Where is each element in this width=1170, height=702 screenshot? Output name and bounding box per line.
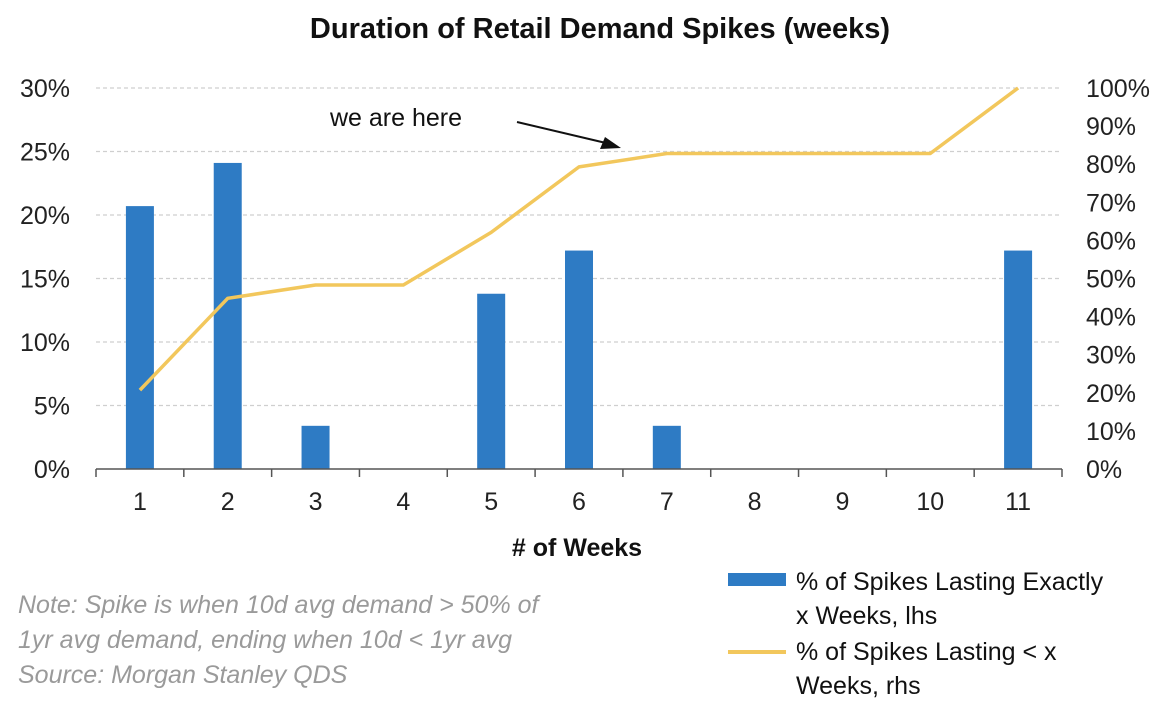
x-tick-label: 5: [484, 488, 498, 516]
x-tick-label: 11: [1005, 488, 1031, 516]
right-axis-ticks: 0% 10% 20% 30% 40% 50% 60% 70% 80% 90% 100%: [1086, 75, 1150, 484]
bar-week-7: [652, 425, 681, 469]
bar-week-3: [301, 425, 330, 469]
right-tick-label: 10%: [1086, 418, 1136, 446]
right-tick-label: 20%: [1086, 380, 1136, 408]
right-tick-label: 50%: [1086, 266, 1136, 294]
left-tick-label: 0%: [34, 456, 70, 484]
legend-line-label-line1: % of Spikes Lasting < x: [796, 638, 1057, 666]
left-axis-ticks: 0% 5% 10% 15% 20% 25% 30%: [20, 75, 70, 484]
x-tick-label: 2: [221, 488, 235, 516]
line-series: [138, 86, 1020, 392]
bar-week-1: [125, 206, 154, 470]
bar-series: [125, 162, 1033, 470]
note-line-2: 1yr avg demand, ending when 10d < 1yr av…: [18, 626, 513, 654]
right-tick-label: 100%: [1086, 75, 1150, 103]
legend-bar-swatch: [728, 573, 786, 586]
note-line-1: Note: Spike is when 10d avg demand > 50%…: [18, 591, 539, 619]
right-tick-label: 90%: [1086, 113, 1136, 141]
x-axis-label: # of Weeks: [512, 534, 642, 562]
legend-line-label-line2: Weeks, rhs: [796, 672, 921, 700]
annotation-text: we are here: [329, 104, 462, 132]
left-tick-label: 15%: [20, 266, 70, 294]
chart-note: Note: Spike is when 10d avg demand > 50%…: [18, 588, 678, 693]
annotation: we are here: [329, 104, 621, 149]
left-tick-label: 25%: [20, 139, 70, 167]
left-tick-label: 10%: [20, 329, 70, 357]
right-tick-label: 40%: [1086, 304, 1136, 332]
right-tick-label: 60%: [1086, 227, 1136, 255]
x-tick-label: 7: [660, 488, 674, 516]
bar-week-2: [213, 162, 242, 469]
right-tick-label: 0%: [1086, 456, 1122, 484]
left-tick-label: 20%: [20, 202, 70, 230]
x-tick-label: 3: [309, 488, 323, 516]
x-tick-label: 10: [916, 488, 944, 516]
annotation-arrow: [516, 121, 607, 144]
axes: [95, 468, 1063, 477]
note-source: Source: Morgan Stanley QDS: [18, 661, 348, 689]
annotation-arrowhead: [600, 137, 621, 149]
cumulative-line: [138, 86, 1020, 392]
bar-week-6: [565, 250, 593, 469]
bar-week-5: [477, 293, 506, 469]
left-tick-label: 30%: [20, 75, 70, 103]
x-tick-label: 8: [748, 488, 762, 516]
legend-bar-label-line1: % of Spikes Lasting Exactly: [796, 568, 1104, 596]
x-axis-ticks: 1 2 3 4 5 6 7 8 9 10 11: [133, 488, 1031, 516]
legend: % of Spikes Lasting Exactly x Weeks, lhs…: [728, 568, 1104, 700]
x-tick-label: 4: [396, 488, 410, 516]
right-tick-label: 30%: [1086, 342, 1136, 370]
legend-bar-label-line2: x Weeks, lhs: [796, 602, 937, 630]
x-tick-label: 6: [572, 488, 586, 516]
right-tick-label: 80%: [1086, 151, 1136, 179]
x-tick-label: 9: [836, 488, 850, 516]
chart-title: Duration of Retail Demand Spikes (weeks): [310, 13, 890, 45]
bar-week-11: [1004, 250, 1033, 469]
left-tick-label: 5%: [34, 393, 70, 421]
right-tick-label: 70%: [1086, 189, 1136, 217]
x-tick-label: 1: [133, 488, 147, 516]
